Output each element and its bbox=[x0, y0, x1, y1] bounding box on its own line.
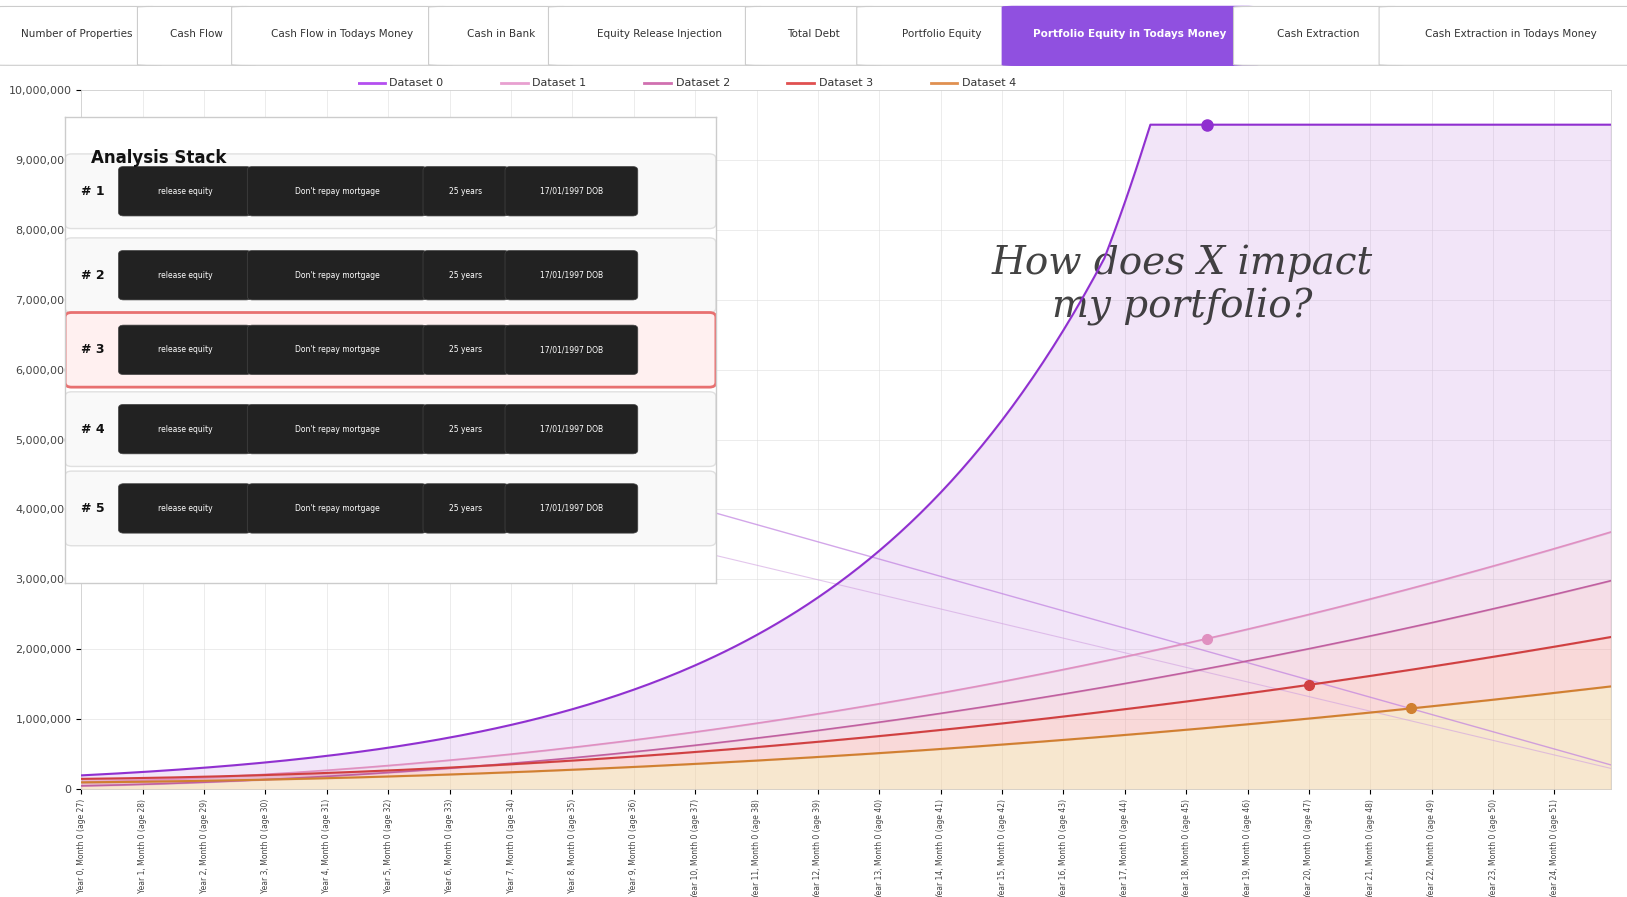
Text: Analysis Stack: Analysis Stack bbox=[91, 149, 226, 167]
FancyBboxPatch shape bbox=[1233, 6, 1404, 65]
FancyBboxPatch shape bbox=[137, 6, 255, 65]
Text: 17/01/1997 DOB: 17/01/1997 DOB bbox=[540, 345, 604, 354]
FancyBboxPatch shape bbox=[504, 405, 638, 454]
Text: Number of Properties: Number of Properties bbox=[21, 30, 133, 39]
Text: 17/01/1997 DOB: 17/01/1997 DOB bbox=[540, 271, 604, 280]
FancyBboxPatch shape bbox=[65, 238, 716, 312]
Text: Dataset 4: Dataset 4 bbox=[962, 78, 1017, 88]
FancyBboxPatch shape bbox=[119, 405, 251, 454]
Text: release equity: release equity bbox=[158, 504, 212, 513]
Text: Don't repay mortgage: Don't repay mortgage bbox=[294, 504, 379, 513]
FancyBboxPatch shape bbox=[247, 167, 426, 216]
Text: Portfolio Equity in Todays Money: Portfolio Equity in Todays Money bbox=[1033, 30, 1227, 39]
Text: How does X impact
my portfolio?: How does X impact my portfolio? bbox=[992, 245, 1373, 327]
Text: # 1: # 1 bbox=[81, 185, 106, 197]
FancyBboxPatch shape bbox=[504, 250, 638, 300]
Text: 17/01/1997 DOB: 17/01/1997 DOB bbox=[540, 424, 604, 433]
Text: release equity: release equity bbox=[158, 424, 212, 433]
FancyBboxPatch shape bbox=[504, 483, 638, 533]
Text: Dataset 1: Dataset 1 bbox=[532, 78, 587, 88]
FancyBboxPatch shape bbox=[1002, 6, 1258, 65]
FancyBboxPatch shape bbox=[428, 6, 573, 65]
FancyBboxPatch shape bbox=[247, 405, 426, 454]
Text: Don't repay mortgage: Don't repay mortgage bbox=[294, 271, 379, 280]
FancyBboxPatch shape bbox=[119, 250, 251, 300]
Text: 25 years: 25 years bbox=[449, 504, 483, 513]
FancyBboxPatch shape bbox=[1380, 6, 1627, 65]
FancyBboxPatch shape bbox=[65, 471, 716, 545]
Text: 17/01/1997 DOB: 17/01/1997 DOB bbox=[540, 504, 604, 513]
Text: release equity: release equity bbox=[158, 187, 212, 196]
Text: Portfolio Equity: Portfolio Equity bbox=[901, 30, 981, 39]
Text: release equity: release equity bbox=[158, 345, 212, 354]
FancyBboxPatch shape bbox=[857, 6, 1027, 65]
Text: Don't repay mortgage: Don't repay mortgage bbox=[294, 345, 379, 354]
FancyBboxPatch shape bbox=[423, 167, 509, 216]
Text: 25 years: 25 years bbox=[449, 271, 483, 280]
FancyBboxPatch shape bbox=[0, 6, 161, 65]
FancyBboxPatch shape bbox=[65, 154, 716, 229]
Text: Don't repay mortgage: Don't repay mortgage bbox=[294, 424, 379, 433]
Text: Cash in Bank: Cash in Bank bbox=[467, 30, 535, 39]
FancyBboxPatch shape bbox=[745, 6, 882, 65]
FancyBboxPatch shape bbox=[247, 325, 426, 375]
FancyBboxPatch shape bbox=[423, 405, 509, 454]
FancyBboxPatch shape bbox=[423, 483, 509, 533]
Text: Dataset 3: Dataset 3 bbox=[818, 78, 874, 88]
FancyBboxPatch shape bbox=[423, 250, 509, 300]
FancyBboxPatch shape bbox=[119, 167, 251, 216]
Text: 25 years: 25 years bbox=[449, 424, 483, 433]
FancyBboxPatch shape bbox=[423, 325, 509, 375]
FancyBboxPatch shape bbox=[119, 325, 251, 375]
FancyBboxPatch shape bbox=[548, 6, 770, 65]
Text: Cash Flow in Todays Money: Cash Flow in Todays Money bbox=[272, 30, 413, 39]
FancyBboxPatch shape bbox=[119, 483, 251, 533]
Text: # 5: # 5 bbox=[81, 502, 106, 515]
Text: Dataset 0: Dataset 0 bbox=[389, 78, 444, 88]
FancyBboxPatch shape bbox=[247, 483, 426, 533]
Text: Dataset 2: Dataset 2 bbox=[675, 78, 731, 88]
Text: Total Debt: Total Debt bbox=[787, 30, 840, 39]
Text: release equity: release equity bbox=[158, 271, 212, 280]
FancyBboxPatch shape bbox=[504, 167, 638, 216]
Text: 25 years: 25 years bbox=[449, 345, 483, 354]
FancyBboxPatch shape bbox=[65, 392, 716, 466]
Text: Cash Flow: Cash Flow bbox=[171, 30, 223, 39]
Text: 17/01/1997 DOB: 17/01/1997 DOB bbox=[540, 187, 604, 196]
Text: Cash Extraction in Todays Money: Cash Extraction in Todays Money bbox=[1425, 30, 1598, 39]
Text: Cash Extraction: Cash Extraction bbox=[1277, 30, 1360, 39]
Text: Don't repay mortgage: Don't repay mortgage bbox=[294, 187, 379, 196]
Text: 25 years: 25 years bbox=[449, 187, 483, 196]
FancyBboxPatch shape bbox=[65, 312, 716, 388]
Text: # 4: # 4 bbox=[81, 422, 106, 436]
Text: Equity Release Injection: Equity Release Injection bbox=[597, 30, 722, 39]
FancyBboxPatch shape bbox=[247, 250, 426, 300]
FancyBboxPatch shape bbox=[504, 325, 638, 375]
Text: # 3: # 3 bbox=[81, 344, 104, 356]
Text: # 2: # 2 bbox=[81, 269, 106, 282]
FancyBboxPatch shape bbox=[231, 6, 452, 65]
